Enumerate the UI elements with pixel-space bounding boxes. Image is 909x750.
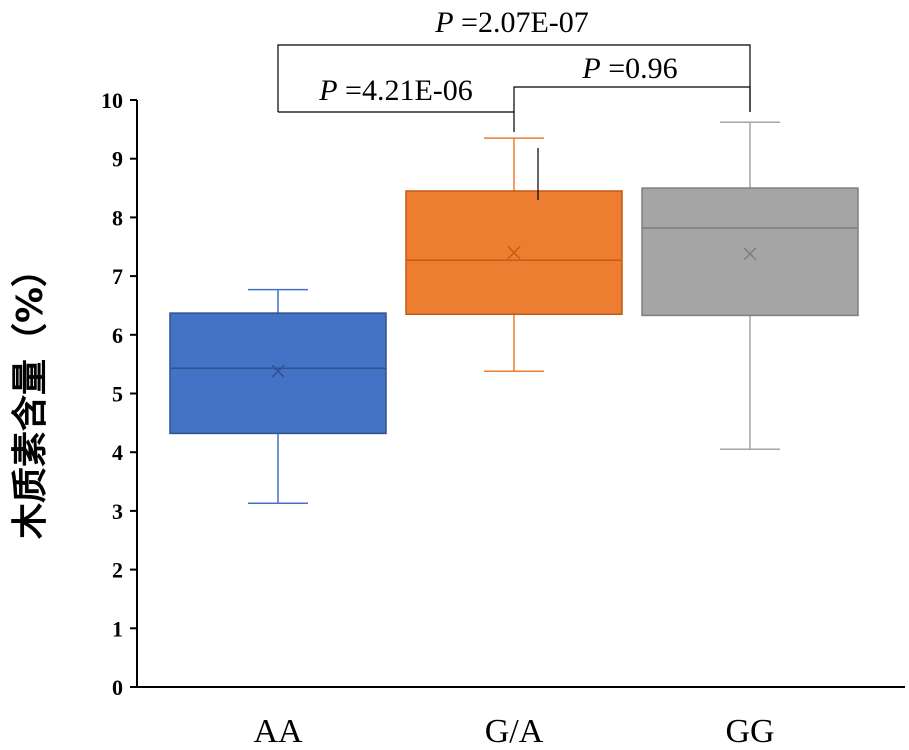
y-tick-label: 7: [112, 264, 123, 289]
x-category-label: GG: [725, 713, 774, 750]
y-axis-ticks: 0 1 2 3 4 5 6 7 8 9 10: [101, 88, 137, 700]
y-tick-label: 4: [112, 440, 123, 465]
box-g-a: G/A: [406, 138, 622, 750]
y-tick-label: 3: [112, 499, 123, 524]
x-category-label: AA: [253, 713, 303, 750]
boxes: AA G/A GG: [170, 122, 858, 750]
y-tick-label: 9: [112, 147, 123, 172]
y-tick-label: 1: [112, 616, 123, 641]
y-axis-label: 木质素含量（%）: [10, 251, 51, 539]
box-aa: AA: [170, 290, 386, 750]
y-tick-label: 0: [112, 675, 123, 700]
y-tick-label: 6: [112, 323, 123, 348]
iqr-box: [170, 313, 386, 433]
p-value-aa-ga: P =4.21E-06: [318, 74, 473, 107]
box-gg: GG: [642, 122, 858, 750]
y-tick-label: 10: [101, 88, 123, 113]
bracket-ga-gg: [514, 87, 750, 112]
iqr-box: [642, 188, 858, 315]
y-tick-label: 5: [112, 382, 123, 407]
p-value-aa-gg: P =2.07E-07: [434, 6, 589, 39]
x-category-label: G/A: [485, 713, 544, 750]
p-value-ga-gg: P =0.96: [581, 52, 677, 85]
y-tick-label: 8: [112, 205, 123, 230]
bracket-aa-ga: [278, 112, 514, 132]
y-tick-label: 2: [112, 558, 123, 583]
